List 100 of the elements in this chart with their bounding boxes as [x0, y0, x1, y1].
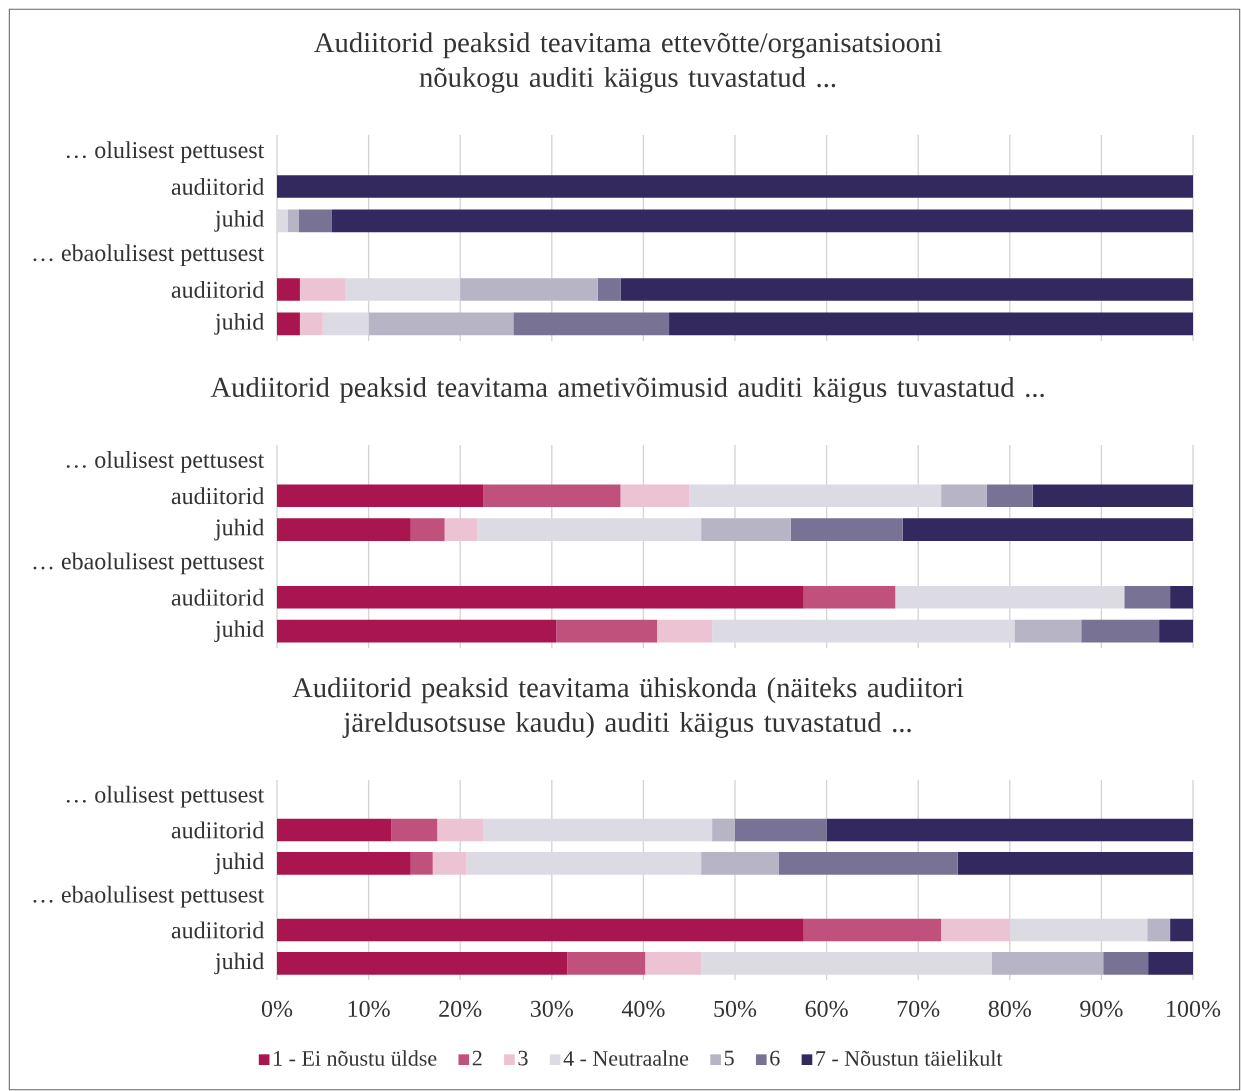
- bar: [701, 952, 992, 975]
- bar: [1170, 585, 1193, 609]
- bar: [986, 484, 1033, 508]
- chart-title: Audiitorid peaksid teavitama ametivõimusid auditi käigus tuvastatud ...: [210, 376, 1044, 403]
- y-tick-label: … ebaolulisest pettusest: [33, 552, 265, 575]
- y-tick-label: audiitorid: [171, 921, 265, 939]
- bar: [803, 585, 896, 609]
- bar: [689, 484, 942, 508]
- bar: [298, 209, 332, 233]
- bar: [1081, 619, 1160, 643]
- bar: [513, 312, 670, 336]
- bar: [299, 312, 323, 336]
- bar: [483, 484, 621, 508]
- bar: [322, 312, 369, 336]
- x-tick-label: 70%: [897, 1000, 940, 1017]
- bar: [277, 175, 1193, 198]
- bar: [657, 619, 713, 643]
- bar: [299, 278, 346, 301]
- bar: [277, 818, 392, 842]
- bar: [1148, 952, 1193, 975]
- bar: [1009, 918, 1148, 942]
- bar: [345, 278, 461, 301]
- bar: [1032, 484, 1193, 508]
- bar: [277, 518, 411, 541]
- y-tick-label: juhid: [214, 852, 265, 875]
- y-tick-label: audiitorid: [171, 281, 265, 298]
- chart-title: Audiitorid peaksid teavitama ühiskonda (näiteks audiitori järeldusotsuse kaudu) auditi käigus tuvastatud ...: [292, 677, 964, 738]
- bar: [410, 852, 433, 875]
- bar: [277, 585, 804, 609]
- y-tick-label: juhid: [214, 952, 265, 975]
- y-tick-label: … olulisest pettusest: [66, 451, 265, 473]
- bar: [277, 484, 484, 508]
- bar: [432, 852, 467, 875]
- y-tick-label: … ebaolulisest pettusest: [33, 885, 265, 908]
- bar: [277, 852, 411, 875]
- bar: [391, 818, 438, 842]
- x-tick-label: 100%: [1167, 1000, 1221, 1017]
- legend-label: 1 - Ei nõustu üldse: [274, 1050, 437, 1066]
- bar: [620, 278, 1193, 301]
- legend-label: 6: [770, 1050, 780, 1066]
- bar: [790, 518, 903, 541]
- bar: [1124, 585, 1171, 609]
- bar: [941, 918, 1010, 942]
- bar: [331, 209, 1193, 233]
- bar: [410, 518, 445, 541]
- x-tick-label: 10%: [348, 1000, 390, 1017]
- bar: [620, 484, 690, 508]
- bar: [437, 818, 484, 842]
- y-tick-label: juhid: [214, 209, 265, 232]
- bar: [902, 518, 1193, 541]
- bar: [1103, 952, 1149, 975]
- y-tick-label: audiitorid: [171, 588, 265, 606]
- y-tick-label: … olulisest pettusest: [66, 141, 265, 164]
- bar: [1014, 619, 1082, 643]
- bar: [277, 278, 300, 301]
- bar: [991, 952, 1104, 975]
- y-tick-label: audiitorid: [171, 821, 265, 839]
- bar: [941, 484, 987, 508]
- x-tick-label: 90%: [1080, 1000, 1123, 1017]
- legend-label: 2: [472, 1050, 482, 1066]
- bar: [444, 518, 478, 541]
- x-tick-label: 60%: [805, 1000, 848, 1017]
- y-tick-label: audiitorid: [171, 178, 265, 195]
- x-tick-label: 30%: [530, 1000, 573, 1017]
- bar: [735, 818, 827, 842]
- bar: [803, 918, 942, 942]
- bar: [277, 952, 568, 975]
- x-tick-label: 40%: [621, 1000, 665, 1017]
- bar: [778, 852, 958, 875]
- bar: [483, 818, 713, 842]
- bar: [895, 585, 1125, 609]
- bar: [1147, 918, 1171, 942]
- bar: [368, 312, 514, 336]
- x-tick-label: 50%: [714, 1000, 757, 1017]
- bar: [1170, 918, 1193, 942]
- bar: [669, 312, 1193, 336]
- y-tick-label: … olulisest pettusest: [66, 785, 265, 808]
- bar: [567, 952, 646, 975]
- legend-label: 4 - Neutraalne: [563, 1050, 689, 1066]
- x-tick-label: 20%: [439, 1000, 482, 1017]
- bar: [277, 918, 804, 942]
- bar: [277, 312, 300, 336]
- x-tick-label: 0%: [261, 1000, 293, 1017]
- bar: [597, 278, 621, 301]
- chart-title: Audiitorid peaksid teavitama ettevõtte/organisatsiooni nõukogu auditi käigus tuvastatud ...: [314, 32, 942, 93]
- bar: [712, 619, 1015, 643]
- bar: [477, 518, 702, 541]
- bar: [701, 852, 779, 875]
- bar: [460, 278, 598, 301]
- bar: [645, 952, 702, 975]
- bar: [277, 209, 288, 233]
- bar: [1159, 619, 1193, 643]
- y-tick-label: … ebaolulisest pettusest: [33, 244, 265, 267]
- y-tick-label: juhid: [214, 518, 265, 541]
- bar: [712, 818, 736, 842]
- legend-label: 3: [518, 1050, 528, 1066]
- bar: [277, 619, 557, 643]
- legend-label: 7 - Nõustun täielikult: [816, 1050, 1003, 1066]
- y-tick-label: audiitorid: [171, 487, 265, 505]
- bar: [288, 209, 299, 233]
